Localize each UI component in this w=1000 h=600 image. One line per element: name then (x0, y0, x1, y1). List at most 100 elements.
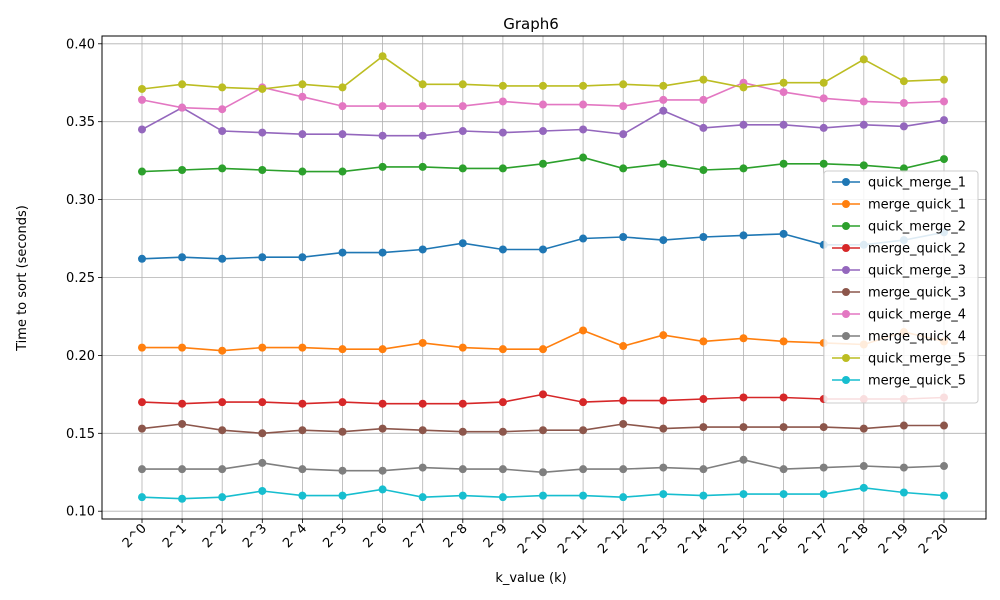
data-point (899, 421, 908, 430)
data-point (258, 128, 267, 137)
chart-title: Graph6 (503, 15, 559, 33)
data-point (418, 245, 427, 254)
data-point (298, 465, 307, 474)
data-point (178, 465, 187, 474)
data-point (579, 153, 588, 162)
data-point (338, 466, 347, 475)
x-tick-label: 2^8 (441, 521, 471, 551)
data-point (138, 125, 146, 134)
data-point (699, 337, 708, 346)
data-point (498, 398, 507, 407)
data-point (779, 229, 788, 238)
legend-label: merge_quick_4 (868, 330, 966, 345)
data-point (579, 426, 588, 435)
data-point (498, 164, 507, 173)
x-tick-label: 2^10 (515, 521, 551, 557)
data-point (940, 491, 948, 500)
data-point (338, 398, 347, 407)
data-point (178, 494, 187, 503)
data-point (378, 102, 387, 111)
data-point (699, 95, 708, 104)
legend-label: quick_merge_4 (868, 308, 966, 323)
x-axis-label: k_value (k) (495, 571, 566, 586)
x-tick-label: 2^5 (320, 521, 350, 551)
series-quick_merge_2 (138, 153, 948, 176)
data-point (498, 427, 507, 436)
data-point (418, 463, 427, 472)
data-point (458, 102, 467, 111)
data-point (418, 131, 427, 140)
x-tick-label: 2^4 (280, 521, 310, 551)
data-point (138, 343, 146, 352)
data-point (218, 346, 227, 355)
data-point (819, 159, 828, 168)
data-point (298, 253, 307, 262)
data-point (619, 465, 628, 474)
data-point (819, 423, 828, 432)
legend-item: merge_quick_5 (832, 374, 966, 389)
data-point (258, 253, 267, 262)
data-point (178, 103, 187, 112)
data-point (539, 245, 547, 254)
legend-marker (842, 178, 850, 186)
data-point (498, 97, 507, 106)
data-point (138, 254, 146, 263)
x-axis-ticks: 2^0 2^1 2^2 2^3 2^4 2^5 2^6 2^7 2^8 2^9 2^10 2^11 2^… (120, 519, 952, 557)
data-point (458, 239, 467, 248)
data-point (819, 490, 828, 499)
data-point (258, 398, 267, 407)
data-point (819, 123, 828, 132)
data-point (699, 465, 708, 474)
data-point (699, 395, 708, 404)
data-point (940, 155, 948, 164)
data-point (458, 127, 467, 136)
x-tick-label: 2^14 (675, 521, 711, 557)
data-point (178, 165, 187, 174)
legend-item: quick_merge_4 (832, 308, 966, 323)
data-point (579, 465, 588, 474)
data-point (739, 393, 748, 402)
data-point (579, 125, 588, 134)
data-point (418, 80, 427, 89)
data-point (138, 95, 146, 104)
data-point (539, 468, 547, 477)
data-point (579, 491, 588, 500)
data-point (619, 396, 628, 405)
data-point (138, 167, 146, 176)
legend-label: quick_merge_5 (868, 352, 966, 367)
legend-box (823, 170, 979, 404)
data-point (779, 393, 788, 402)
data-point (739, 490, 748, 499)
legend-label: merge_quick_3 (868, 286, 966, 301)
data-point (779, 337, 788, 346)
series-merge_quick_5 (138, 483, 948, 503)
data-point (819, 463, 828, 472)
data-point (458, 164, 467, 173)
data-point (819, 94, 828, 103)
data-point (739, 164, 748, 173)
x-tick-label: 2^0 (120, 521, 150, 551)
data-point (258, 486, 267, 495)
data-point (138, 424, 146, 433)
legend-label: merge_quick_1 (868, 198, 966, 213)
data-point (899, 164, 908, 173)
x-tick-label: 2^19 (876, 521, 912, 557)
y-tick-label: 0.35 (66, 115, 95, 130)
data-point (338, 491, 347, 500)
data-point (178, 80, 187, 89)
data-point (619, 342, 628, 351)
data-point (739, 334, 748, 343)
data-point (659, 106, 668, 115)
data-point (859, 161, 868, 170)
legend-marker (842, 266, 850, 274)
legend-item: quick_merge_3 (832, 264, 966, 279)
data-point (418, 399, 427, 408)
legend-label: merge_quick_5 (868, 374, 966, 389)
data-point (458, 399, 467, 408)
x-tick-label: 2^2 (200, 521, 230, 551)
x-tick-label: 2^11 (555, 521, 591, 557)
data-point (258, 165, 267, 174)
legend-marker (842, 376, 850, 384)
y-tick-label: 0.15 (66, 427, 95, 442)
y-tick-label: 0.25 (66, 271, 95, 286)
